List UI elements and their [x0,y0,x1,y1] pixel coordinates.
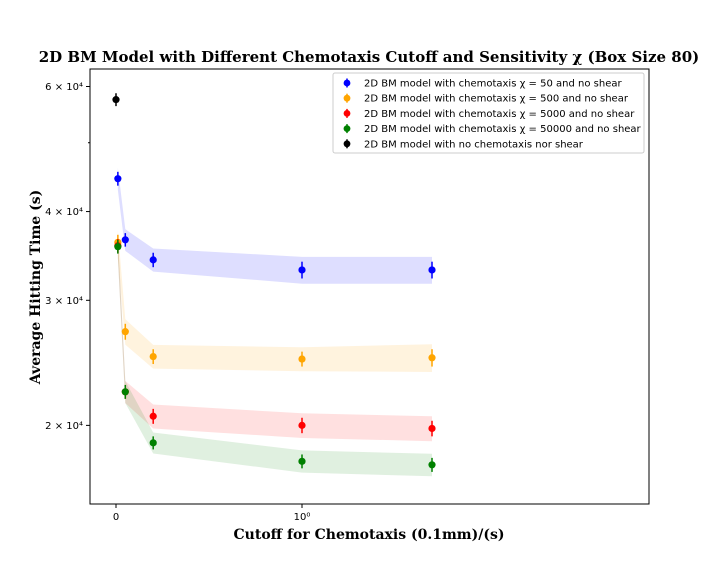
data-point [149,412,157,420]
x-axis-label: Cutoff for Chemotaxis (0.1mm)/(s) [234,527,505,543]
y-axis-ticks: 2 × 10⁴ 3 × 10⁴ 4 × 10⁴ 6 × 10⁴ [45,82,90,432]
x-tick-label: 10⁰ [294,512,311,523]
data-points [112,93,436,472]
data-point [112,96,120,104]
data-point [149,256,157,264]
legend-marker [343,110,351,117]
data-point [114,175,122,183]
data-point [428,461,436,469]
x-axis-ticks: 0 10⁰ [113,504,311,523]
legend-box [332,72,645,154]
legend-marker [343,94,351,102]
legend-entry-label: 2D BM model with chemotaxis χ = 5000 and… [364,109,635,120]
data-point [121,328,129,336]
y-axis-label: Average Hitting Time (s) [28,190,44,385]
legend-marker [343,79,351,87]
data-point [114,243,122,251]
y-tick-label: 6 × 10⁴ [45,82,83,93]
data-point [298,355,306,363]
data-point [298,421,306,429]
legend-entry-label: 2D BM model with chemotaxis χ = 50 and n… [364,79,622,90]
data-point [428,424,436,433]
legend-marker [343,125,351,132]
data-point [298,457,306,465]
confidence-bands [117,167,433,477]
data-point [298,266,306,274]
data-point [428,266,436,274]
data-point [149,439,157,447]
series-band-0 [117,167,433,284]
plot-frame [89,68,650,505]
data-point [149,352,157,361]
legend-entry-label: 2D BM model with no chemotaxis nor shear [364,139,584,150]
data-point [121,388,129,396]
legend-entry-label: 2D BM model with chemotaxis χ = 50000 an… [364,124,642,135]
y-tick-label: 2 × 10⁴ [45,421,83,432]
x-tick-label: 0 [113,512,119,523]
chart-title: 2D BM Model with Different Chemotaxis Cu… [39,48,699,66]
data-point [428,354,436,362]
y-tick-label: 3 × 10⁴ [45,296,83,307]
y-tick-label: 4 × 10⁴ [45,207,83,218]
legend-marker [343,140,351,148]
legend-entry-label: 2D BM model with chemotaxis χ = 500 and … [364,94,629,105]
series-band-2 [117,234,433,442]
series-band-1 [117,230,433,372]
legend: 2D BM model with chemotaxis χ = 50 and n… [332,72,645,154]
data-point [121,236,129,244]
